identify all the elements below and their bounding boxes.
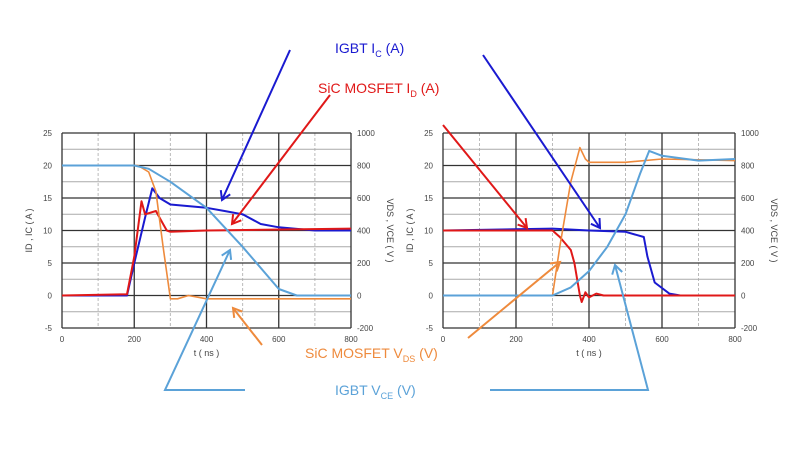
arrow-sic-id-left-head [230, 213, 242, 226]
y2-axis-label: VDS , VCE ( V ) [769, 198, 779, 262]
y-tick-label: 15 [424, 194, 433, 203]
y-tick-label: 0 [429, 292, 434, 301]
label-sic-vds-main: SiC MOSFET V [305, 345, 403, 361]
label-sic-vds-unit: (V) [415, 345, 438, 361]
y2-tick-label: -200 [357, 324, 374, 333]
arrow-igbt-vce-left-head [221, 248, 233, 261]
y-tick-label: 20 [424, 162, 433, 171]
series-line-0-2 [62, 164, 351, 300]
y2-tick-label: 800 [741, 162, 755, 171]
x-tick-label: 800 [344, 335, 358, 344]
label-sic-id-unit: (A) [416, 80, 440, 96]
label-igbt-ic-main: IGBT I [335, 40, 376, 56]
arrow-igbt-vce-left [163, 249, 245, 391]
y2-tick-label: 200 [741, 259, 755, 268]
series-line-0-0 [62, 187, 351, 297]
y-tick-label: 0 [48, 292, 53, 301]
x-tick-label: 400 [582, 335, 596, 344]
label-igbt-ic-sub: C [375, 48, 382, 59]
y2-tick-label: 200 [357, 259, 371, 268]
y-tick-label: 5 [429, 259, 434, 268]
series-line-0-1 [61, 200, 352, 297]
arrow-sic-vds-right-head [549, 260, 562, 272]
label-igbt-vce-unit: (V) [393, 382, 416, 398]
label-igbt-vce: IGBT VCE (V) [335, 382, 416, 401]
label-igbt-ic-unit: (A) [381, 40, 405, 56]
x-axis-label: t ( ns ) [194, 348, 220, 358]
y-tick-label: -5 [426, 324, 434, 333]
y2-tick-label: 0 [357, 292, 362, 301]
y2-tick-label: 1000 [357, 129, 375, 138]
y2-tick-label: 600 [357, 194, 371, 203]
y2-axis-label: VDS , VCE ( V ) [385, 198, 395, 262]
x-tick-label: 0 [60, 335, 65, 344]
arrow-sic-id-right-head [517, 217, 529, 230]
y2-tick-label: 800 [357, 162, 371, 171]
arrow-igbt-vce-right-head [611, 263, 623, 275]
y2-tick-label: 0 [741, 292, 746, 301]
label-sic-vds-sub: DS [402, 353, 416, 364]
label-sic-vds: SiC MOSFET VDS (V) [305, 345, 438, 364]
label-sic-id-main: SiC MOSFET I [318, 80, 411, 96]
label-igbt-ic: IGBT IC (A) [335, 40, 404, 59]
arrow-sic-id-left [231, 94, 331, 225]
y-axis-label: ID , IC ( A ) [24, 208, 34, 252]
arrow-igbt-ic-right-head [590, 217, 602, 230]
arrow-igbt-ic-left-head [219, 189, 231, 202]
arrow-sic-vds-right [467, 261, 561, 339]
x-axis-label: t ( ns ) [576, 348, 602, 358]
y-tick-label: 10 [43, 227, 52, 236]
y-tick-label: 25 [43, 129, 52, 138]
arrow-igbt-ic-left [221, 49, 291, 201]
y-tick-label: 15 [43, 194, 52, 203]
arrow-sic-id-right [442, 124, 528, 229]
x-tick-label: 600 [272, 335, 286, 344]
arrow-igbt-ic-right [482, 54, 601, 229]
x-tick-label: 200 [128, 335, 142, 344]
y-tick-label: 5 [48, 259, 53, 268]
series-line-1-1 [443, 229, 735, 303]
y-tick-label: 25 [424, 129, 433, 138]
series-line-1-3 [443, 149, 736, 297]
y2-tick-label: 1000 [741, 129, 759, 138]
series-line-0-3 [62, 164, 351, 297]
x-tick-label: 200 [509, 335, 523, 344]
x-tick-label: 0 [441, 335, 446, 344]
x-tick-label: 600 [655, 335, 669, 344]
x-tick-label: 800 [728, 335, 742, 344]
arrow-sic-vds-left [232, 307, 263, 346]
label-sic-id-sub: D [410, 88, 417, 99]
y2-tick-label: 400 [741, 227, 755, 236]
label-sic-id: SiC MOSFET ID (A) [318, 80, 439, 99]
arrow-sic-vds-left-head [231, 306, 243, 319]
arrow-igbt-vce-right [490, 264, 650, 391]
y2-tick-label: 600 [741, 194, 755, 203]
y-tick-label: 10 [424, 227, 433, 236]
label-igbt-vce-sub: CE [380, 390, 394, 401]
y2-tick-label: 400 [357, 227, 371, 236]
y2-tick-label: -200 [741, 324, 758, 333]
label-igbt-vce-main: IGBT V [335, 382, 381, 398]
x-tick-label: 400 [200, 335, 214, 344]
y-tick-label: -5 [45, 324, 53, 333]
y-axis-label: ID , IC ( A ) [405, 208, 415, 252]
y-tick-label: 20 [43, 162, 52, 171]
